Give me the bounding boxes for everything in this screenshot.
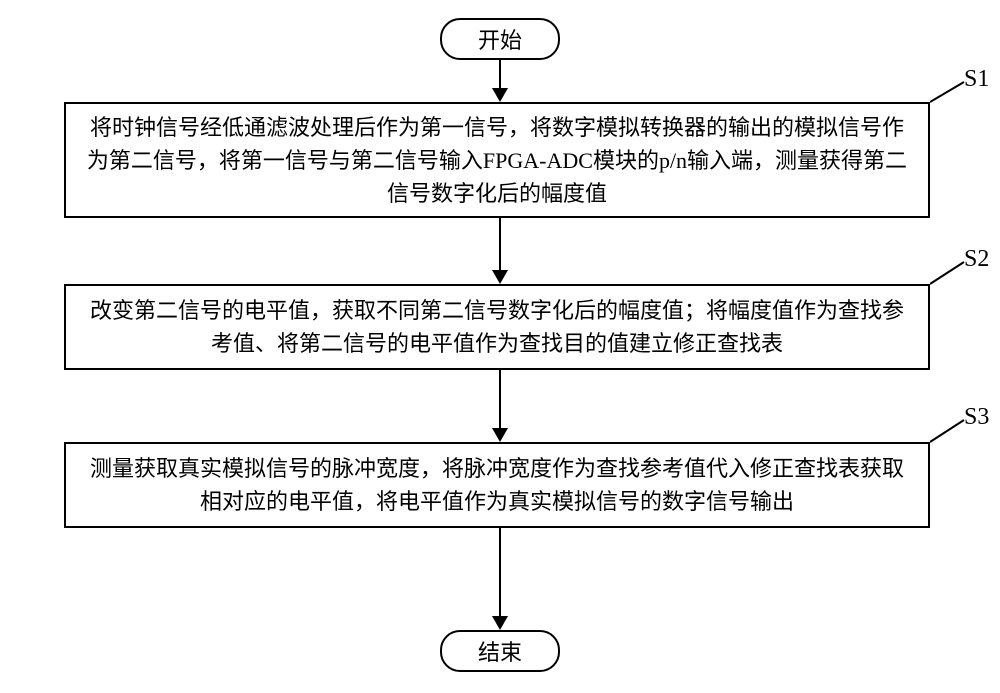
start-node: 开始: [440, 18, 560, 60]
start-text: 开始: [478, 23, 522, 55]
process-s3-text: 测量获取真实模拟信号的脉冲宽度，将脉冲宽度作为查找参考值代入修正查找表获取相对应…: [86, 452, 908, 518]
process-s1-text: 将时钟信号经低通滤波处理后作为第一信号，将数字模拟转换器的输出的模拟信号作为第二…: [86, 111, 908, 210]
arrow-head-s1-s2: [492, 270, 508, 284]
arrow-s3-end: [499, 528, 501, 616]
arrow-head-s3-end: [492, 616, 508, 630]
arrow-start-s1: [499, 60, 501, 88]
label-s1: S1: [964, 66, 989, 93]
flowchart-container: 开始 将时钟信号经低通滤波处理后作为第一信号，将数字模拟转换器的输出的模拟信号作…: [0, 0, 1000, 693]
process-s2: 改变第二信号的电平值，获取不同第二信号数字化后的幅度值；将幅度值作为查找参考值、…: [64, 284, 930, 370]
arrow-s2-s3: [499, 370, 501, 428]
label-s2: S2: [964, 246, 989, 273]
arrow-head-start-s1: [492, 88, 508, 102]
arrow-s1-s2: [499, 218, 501, 270]
end-text: 结束: [478, 635, 522, 667]
process-s1: 将时钟信号经低通滤波处理后作为第一信号，将数字模拟转换器的输出的模拟信号作为第二…: [64, 102, 930, 218]
label-s3: S3: [964, 404, 989, 431]
arrow-head-s2-s3: [492, 428, 508, 442]
process-s3: 测量获取真实模拟信号的脉冲宽度，将脉冲宽度作为查找参考值代入修正查找表获取相对应…: [64, 442, 930, 528]
end-node: 结束: [440, 630, 560, 672]
process-s2-text: 改变第二信号的电平值，获取不同第二信号数字化后的幅度值；将幅度值作为查找参考值、…: [86, 294, 908, 360]
